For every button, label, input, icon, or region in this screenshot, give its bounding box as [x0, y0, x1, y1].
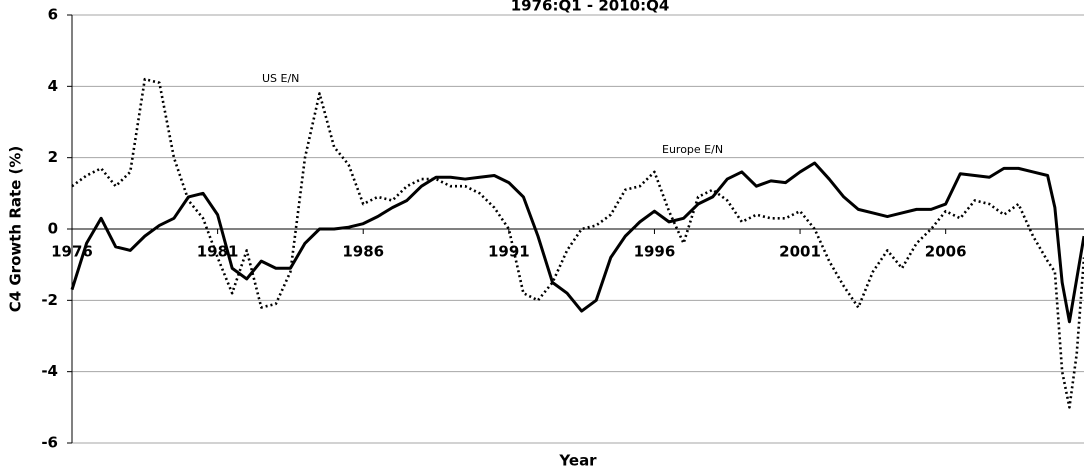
x-tick-label: 1991 [488, 243, 530, 261]
x-tick-label: 1996 [634, 243, 676, 261]
y-tick-label: 2 [48, 148, 58, 166]
y-tick-label: -6 [41, 434, 58, 452]
y-tick-label: 4 [48, 77, 58, 95]
x-axis-label: Year [558, 452, 597, 470]
chart-title: 1976:Q1 - 2010:Q4 [511, 0, 670, 15]
y-axis-label: C4 Growth Rate (%) [7, 146, 25, 313]
x-tick-label: 2006 [925, 243, 967, 261]
series-annotation: US E/N [262, 72, 299, 85]
y-tick-label: 6 [48, 6, 58, 24]
series-line [70, 161, 1084, 324]
series-line [71, 77, 1084, 409]
x-tick-label: 1986 [342, 243, 384, 261]
y-tick-label: -2 [41, 291, 58, 309]
series-annotation: Europe E/N [662, 143, 723, 156]
y-tick-label: 0 [48, 220, 58, 238]
x-tick-label: 2001 [779, 243, 821, 261]
y-tick-label: -4 [41, 362, 58, 380]
x-tick-label: 1981 [197, 243, 239, 261]
